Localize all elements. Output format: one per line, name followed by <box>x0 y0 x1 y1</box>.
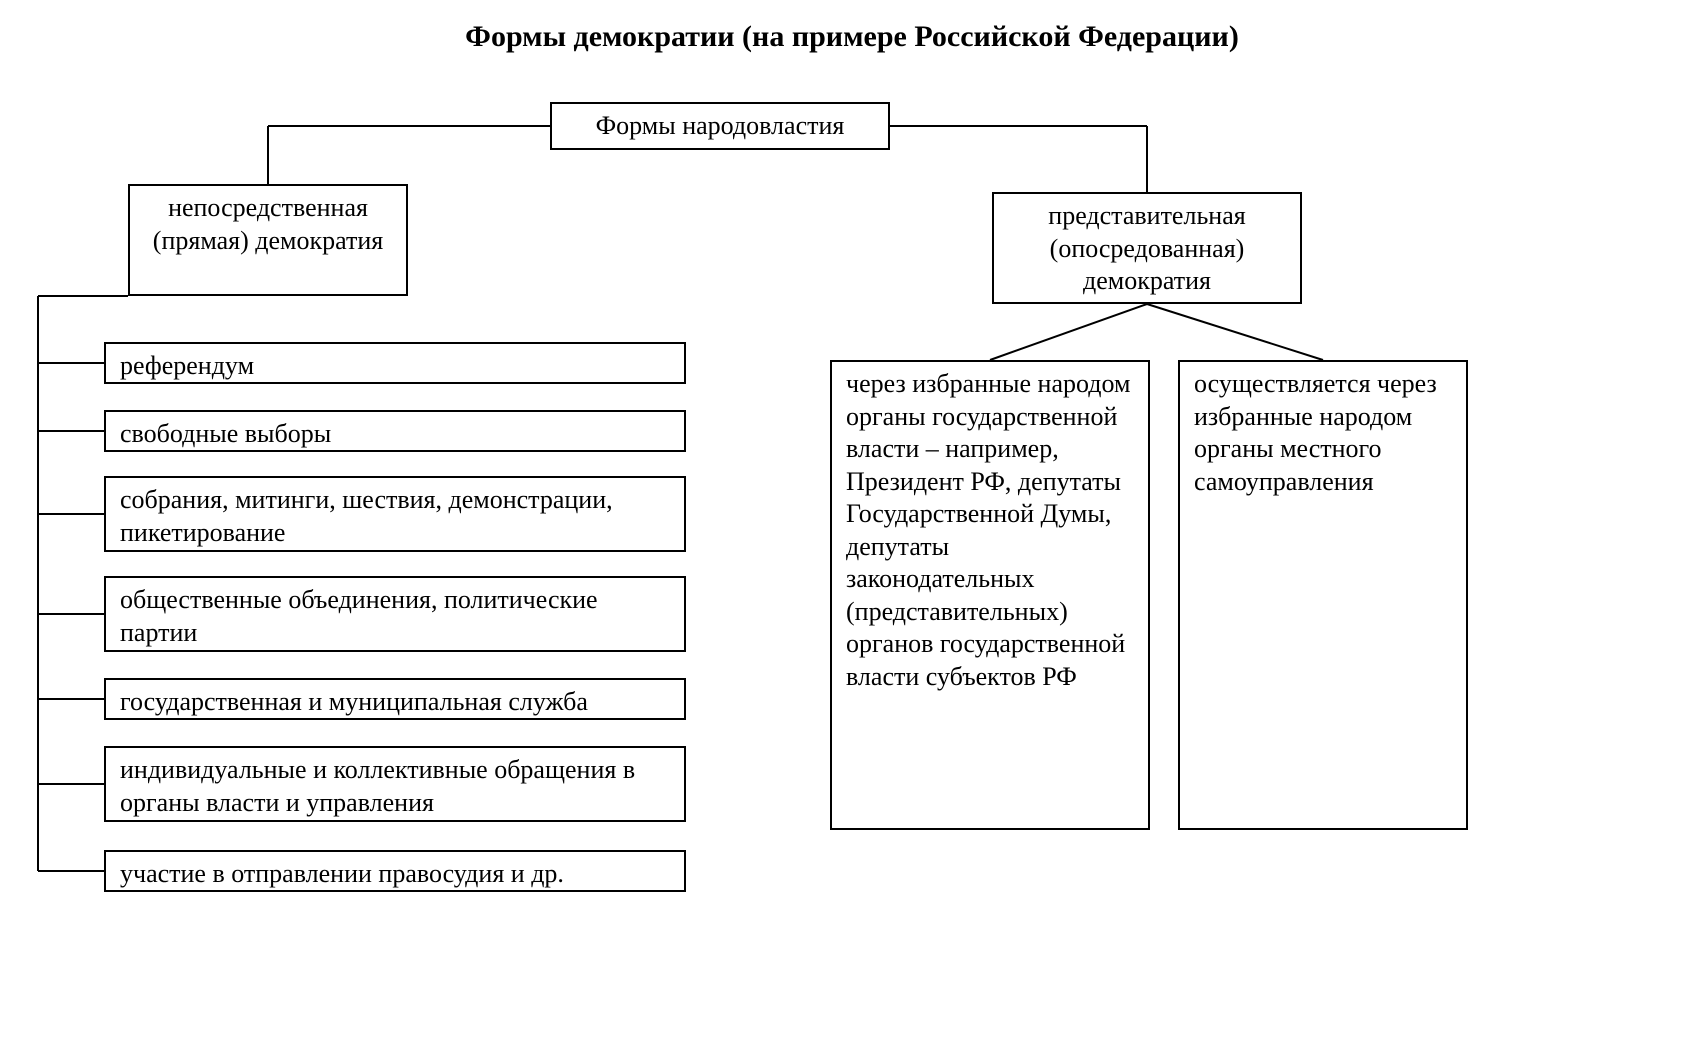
left-item: государственная и муниципальная служба <box>104 678 686 720</box>
left-item-label: собрания, митинги, шествия, демонстрации… <box>120 485 613 547</box>
left-item-label: государственная и муниципальная служба <box>120 687 588 716</box>
root-node: Формы народовластия <box>550 102 890 150</box>
left-item: собрания, митинги, шествия, демонстрации… <box>104 476 686 552</box>
root-label: Формы народовластия <box>596 111 845 140</box>
branch-right-node: представительная (опосредованная) демокр… <box>992 192 1302 304</box>
right-item-label: осуществляется через избранные народом о… <box>1194 369 1437 496</box>
left-item-label: индивидуальные и коллективные обращения … <box>120 755 635 817</box>
diagram-container: Формы демократии (на примере Российской … <box>20 20 1684 1036</box>
branch-left-label: непосредственная (прямая) демократия <box>153 193 383 255</box>
left-item: участие в отправлении правосудия и др. <box>104 850 686 892</box>
page-title: Формы демократии (на примере Российской … <box>20 20 1684 54</box>
left-item-label: референдум <box>120 351 254 380</box>
right-item: осуществляется через избранные народом о… <box>1178 360 1468 830</box>
left-item-label: участие в отправлении правосудия и др. <box>120 859 564 888</box>
right-item-label: через избранные народом органы государст… <box>846 369 1130 691</box>
left-item-label: свободные выборы <box>120 419 331 448</box>
left-item: общественные объединения, политические п… <box>104 576 686 652</box>
branch-right-label: представительная (опосредованная) демокр… <box>1048 201 1245 295</box>
left-item: индивидуальные и коллективные обращения … <box>104 746 686 822</box>
left-item-label: общественные объединения, политические п… <box>120 585 598 647</box>
right-item: через избранные народом органы государст… <box>830 360 1150 830</box>
left-item: референдум <box>104 342 686 384</box>
branch-left-node: непосредственная (прямая) демократия <box>128 184 408 296</box>
left-item: свободные выборы <box>104 410 686 452</box>
